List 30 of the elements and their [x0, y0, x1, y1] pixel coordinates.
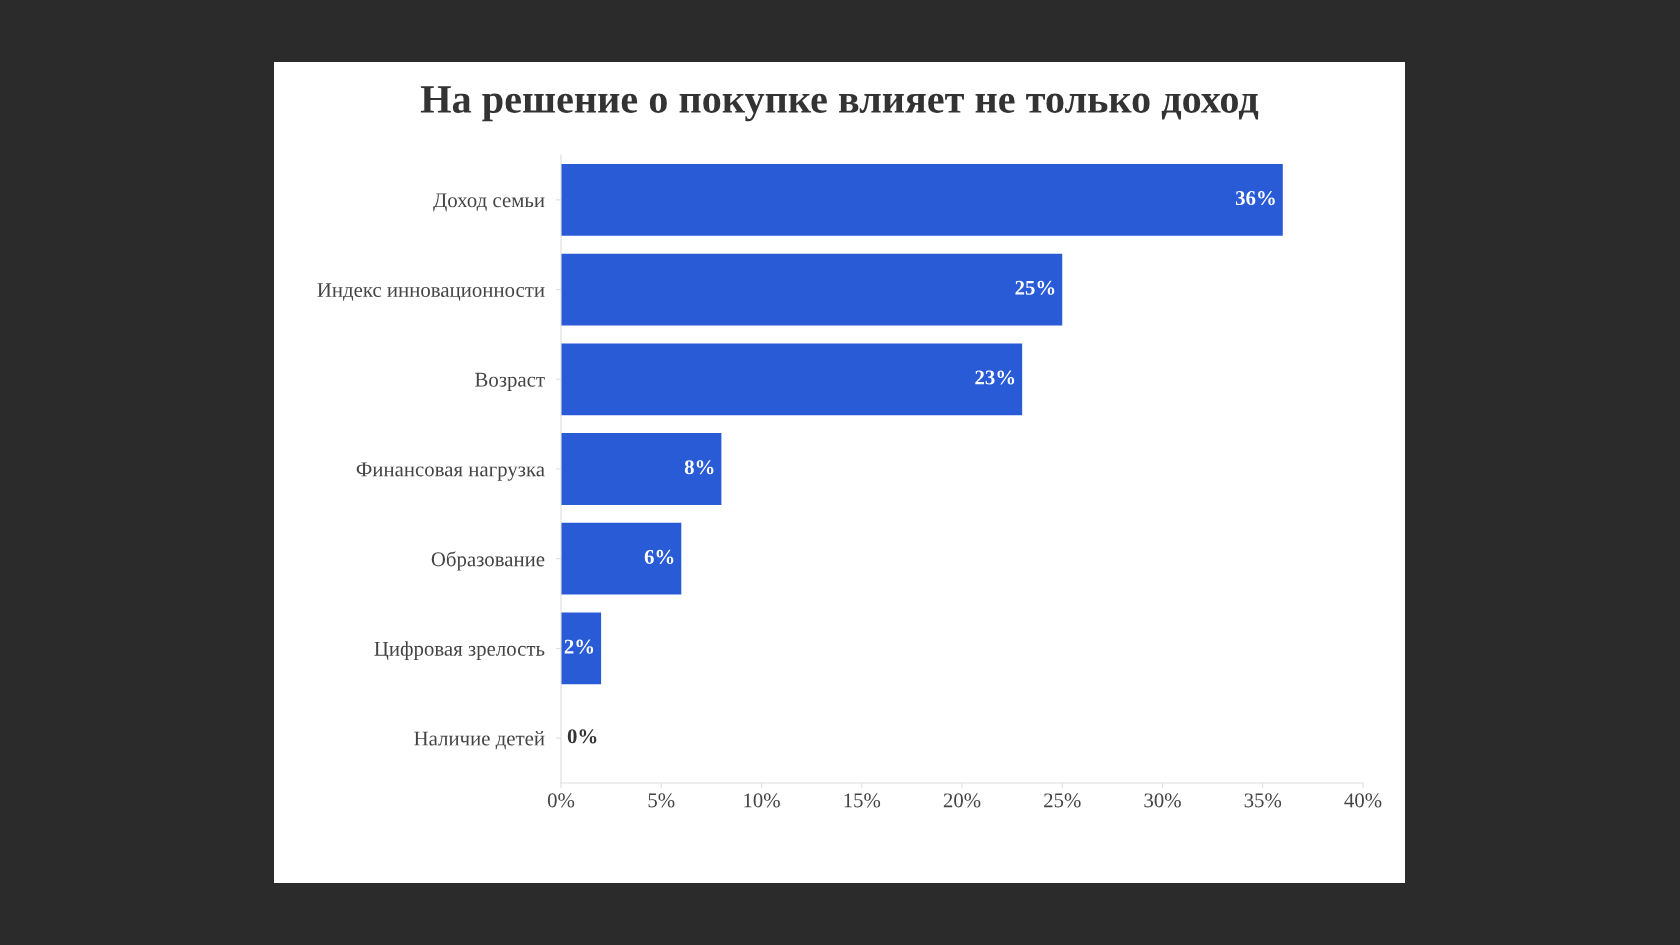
y-tick-label: Доход семьи — [433, 193, 545, 212]
data-label: 2% — [564, 639, 594, 654]
y-tick-label: Наличие детей — [414, 731, 545, 750]
y-tick-label: Возраст — [475, 372, 545, 391]
y-tick-label: Образование — [431, 551, 545, 571]
y-tick-label: Индекс инновационности — [317, 283, 545, 301]
y-tick-label: Цифровая зрелость — [374, 641, 545, 661]
chart-title: На решение о покупке влияет не только доход — [420, 86, 1259, 122]
x-tick-label: 5% — [648, 793, 675, 808]
x-tick-label: 40% — [1344, 793, 1382, 808]
x-tick-label: 25% — [1044, 793, 1081, 808]
bar — [561, 343, 1023, 416]
data-label: 36% — [1235, 191, 1275, 206]
data-label: 23% — [975, 370, 1015, 385]
x-tick-label: 35% — [1244, 793, 1282, 808]
data-label: 25% — [1015, 280, 1055, 295]
bar — [561, 522, 682, 595]
y-tick-label: Финансовая нагрузка — [356, 462, 545, 481]
bar — [561, 163, 1283, 236]
x-tick-label: 30% — [1144, 793, 1181, 808]
data-label: 6% — [644, 549, 674, 564]
bar — [561, 612, 602, 685]
x-tick-label: 10% — [744, 793, 780, 808]
data-label: 0% — [567, 729, 597, 744]
bar — [561, 433, 722, 505]
data-label: 8% — [684, 460, 714, 475]
bar — [561, 253, 1063, 326]
x-tick-label: 0% — [547, 793, 575, 808]
x-tick-label: 20% — [943, 793, 981, 808]
x-tick-label: 15% — [844, 793, 881, 808]
